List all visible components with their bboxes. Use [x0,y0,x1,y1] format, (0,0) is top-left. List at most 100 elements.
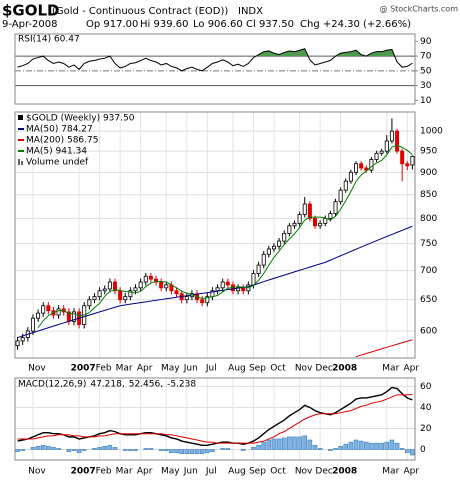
candle-body [323,218,328,224]
high: Hi 939.60 [140,19,188,30]
histogram-bar [30,447,36,450]
x-tick-label: Jul [205,467,217,477]
candle-body [138,281,143,289]
histogram-bar [369,442,374,450]
y-tick-label: 40 [420,403,432,413]
panel-frame [14,377,416,461]
candle-body [389,130,394,142]
histogram-bar [15,449,20,452]
y-tick-label: 600 [420,327,437,337]
legend-label: Volume undef [26,158,89,168]
y-tick-label: 850 [420,190,437,200]
histogram-bar [81,449,87,451]
histogram-bar [122,449,128,451]
histogram-bar [358,440,364,450]
histogram-bar [328,449,333,451]
histogram-bar [169,449,174,453]
candle-body [277,240,282,247]
histogram-bar [379,442,384,450]
x-tick-label: Dec [315,467,332,477]
candle-body [102,288,107,292]
histogram-bar [374,442,379,450]
x-tick-label: Jun [183,467,198,477]
plot-area [15,386,415,456]
legend-swatch [21,161,23,165]
candle-body [348,171,353,182]
moving-average [37,144,413,329]
x-tick-label: Mar [382,364,399,374]
x-tick-label: Aug [228,364,246,374]
histogram-bar [102,446,108,450]
x-tick-label: 2008 [332,364,357,374]
candle-body [107,281,112,290]
candle-body [271,245,276,250]
histogram-bar [287,436,292,450]
candle-body [154,278,159,283]
histogram-bar [143,448,149,450]
x-tick-label: Mar [116,467,133,477]
candle-body [184,296,189,301]
y-tick-label: 20 [420,424,432,434]
moving-average [17,225,413,339]
candle-body [225,281,230,286]
candle-body [20,337,25,342]
x-tick-label: Nov [295,467,313,477]
candle-body [133,287,138,292]
y-tick-label: 950 [420,147,437,157]
histogram-bar [266,439,272,450]
candle-body [215,287,220,292]
candle-body [92,296,97,301]
histogram-bar [35,446,41,450]
histogram-bar [158,449,164,451]
candle-body [405,163,410,167]
candle-body [410,155,415,166]
histogram-bar [199,449,205,454]
description: (Gold - Continuous Contract (EOD)) [52,6,228,17]
histogram-bar [363,441,369,450]
macd-line [17,386,413,446]
x-tick-label: Oct [270,364,286,374]
y-tick-label: 70 [420,52,432,62]
histogram-bar [205,449,210,453]
candle-body [56,308,61,316]
histogram-bar [256,444,261,450]
low: Lo 906.60 [193,19,243,30]
panel-title: RSI(14) 60.47 [18,35,80,45]
histogram-bar [148,448,154,450]
y-tick-label: 90 [420,37,432,47]
x-tick-label: Jun [183,364,198,374]
candle-body [143,275,148,283]
x-tick-label: Feb [96,467,112,477]
candle-body [287,225,292,234]
candle-body [46,305,51,312]
histogram-bar [251,447,256,450]
source: @ StockCharts.com [380,5,459,14]
histogram-bar [51,447,56,450]
x-tick-label: Mar [116,364,133,374]
legend-swatch [18,115,23,120]
histogram-bar [97,447,102,450]
legend-label: 52.456, [129,380,163,390]
legend-label: -5.238 [167,380,196,390]
candle-body [41,305,46,314]
histogram-bar [112,447,118,450]
candle-body [123,296,128,301]
legend-swatch [18,159,20,165]
x-tick-label: May [161,467,180,477]
candle-body [359,163,364,169]
candle-body [395,130,400,152]
candle-body [113,281,118,292]
histogram-bar [163,449,169,451]
candle-body [282,232,287,242]
candle-body [71,311,76,322]
histogram-bar [292,436,297,450]
histogram-bar [333,448,338,450]
histogram-bar [240,449,246,451]
histogram-bar [92,448,97,450]
candle-body [87,299,92,307]
histogram-bar [281,437,287,450]
candle-body [164,284,169,289]
y-tick-label: 0 [420,445,426,455]
x-tick-label: May [161,364,180,374]
x-tick-label: Jul [205,364,217,374]
